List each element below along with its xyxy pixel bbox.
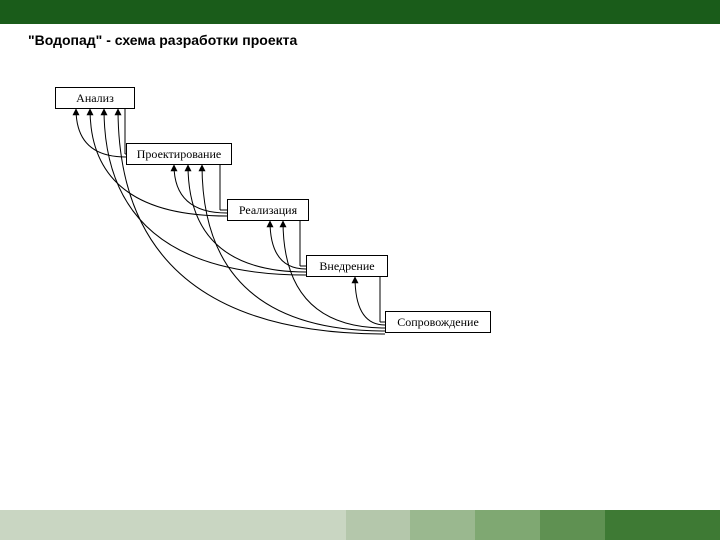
footer-stripe xyxy=(346,510,411,540)
footer-stripe xyxy=(475,510,540,540)
flow-node: Сопровождение xyxy=(385,311,491,333)
flow-node-label: Проектирование xyxy=(137,147,221,161)
waterfall-diagram: Анализ Проектирование Реализация Внедрение С… xyxy=(30,75,590,375)
diagram-svg xyxy=(30,75,590,375)
footer-stripe xyxy=(540,510,605,540)
top-bar xyxy=(0,0,720,24)
flow-node-label: Реализация xyxy=(239,203,297,217)
flow-node-label: Сопровождение xyxy=(397,315,479,329)
flow-node-label: Внедрение xyxy=(319,259,374,273)
footer-stripe xyxy=(410,510,475,540)
flow-node: Реализация xyxy=(227,199,309,221)
flow-node: Проектирование xyxy=(126,143,232,165)
flow-node-label: Анализ xyxy=(76,91,114,105)
footer-stripe xyxy=(605,510,720,540)
flow-node: Внедрение xyxy=(306,255,388,277)
page-title: "Водопад" - схема разработки проекта xyxy=(0,24,720,56)
bottom-bar xyxy=(0,510,720,540)
footer-stripe xyxy=(0,510,346,540)
flow-node: Анализ xyxy=(55,87,135,109)
